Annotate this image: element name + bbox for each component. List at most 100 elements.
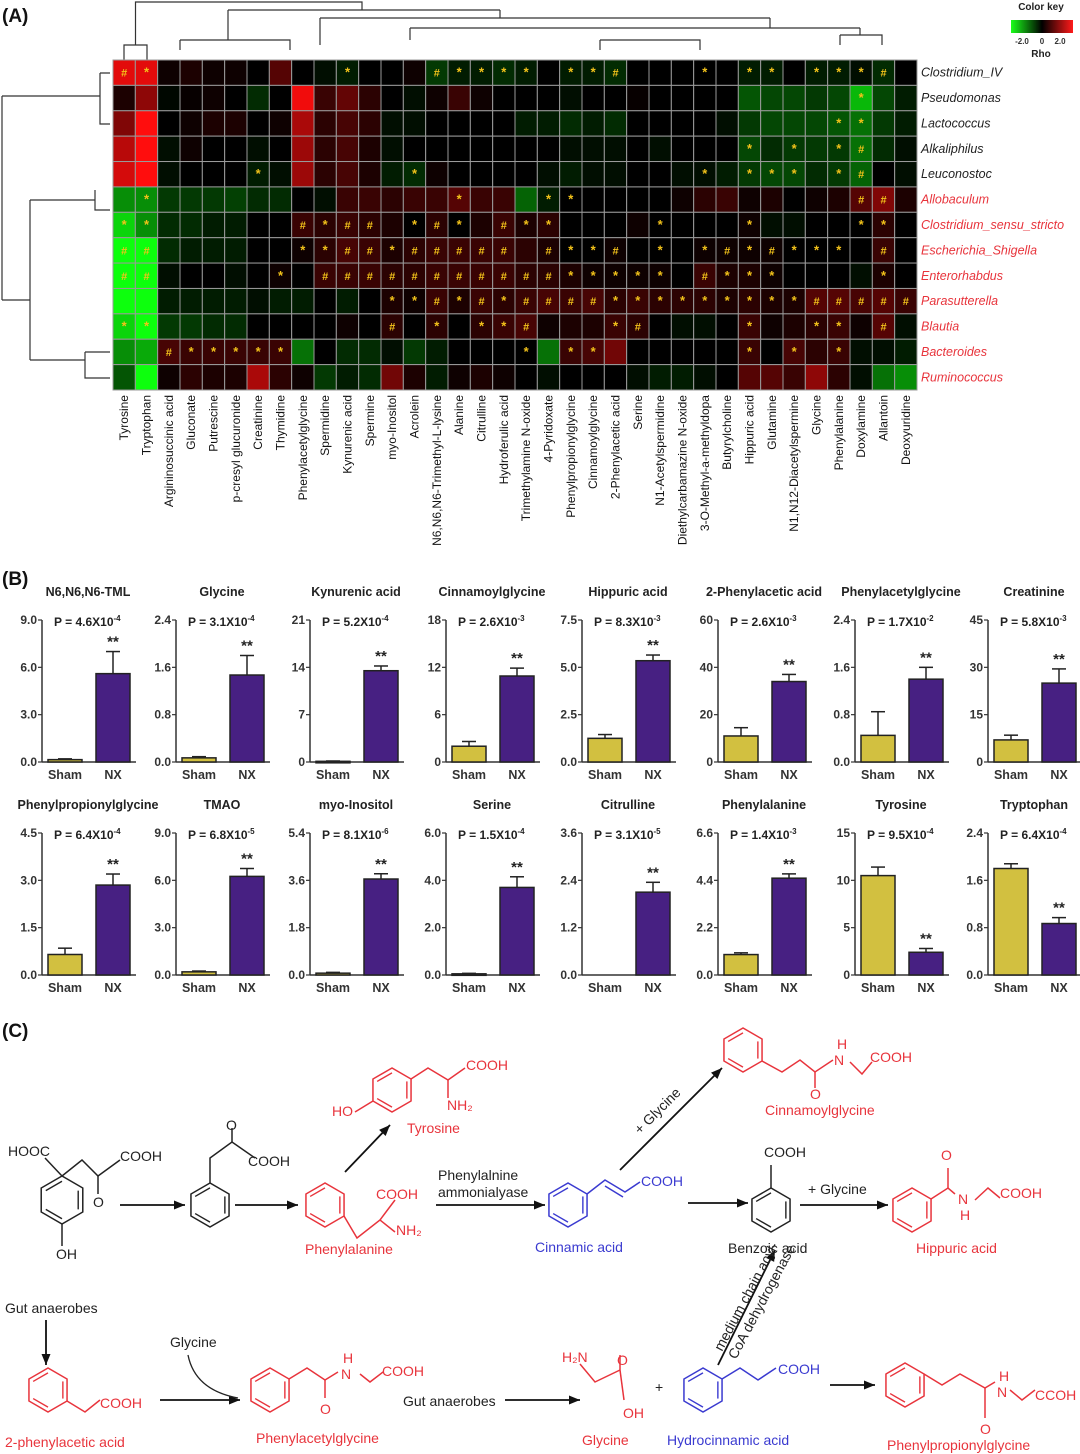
star-marker: * xyxy=(747,65,753,80)
heatmap-cell xyxy=(224,161,248,188)
pathway-label: COOH xyxy=(764,1144,806,1160)
heatmap-cell xyxy=(179,313,203,340)
hash-marker: # xyxy=(456,245,462,257)
hash-marker: # xyxy=(367,271,373,283)
heatmap-cell xyxy=(492,110,516,137)
star-marker: * xyxy=(792,242,798,257)
y-tick-label: 4.4 xyxy=(696,873,713,887)
star-marker: * xyxy=(769,65,775,80)
heatmap-cell xyxy=(648,338,672,366)
heatmap-cell xyxy=(291,262,315,289)
heatmap-cell xyxy=(894,262,918,289)
row-label: Alkaliphilus xyxy=(920,142,984,156)
significance-label: ** xyxy=(107,856,119,873)
y-tick-label: 0.8 xyxy=(154,708,171,722)
pathway-label: O xyxy=(226,1117,237,1133)
heatmap-cell xyxy=(670,262,695,289)
column-label: Gluconate xyxy=(184,395,198,450)
dendrogram xyxy=(1,1,883,379)
heatmap-cell xyxy=(358,313,382,340)
column-label: 3-O-Methyl-a-methyldopa xyxy=(698,395,712,531)
heatmap-cell xyxy=(335,287,360,315)
heatmap-cell xyxy=(380,364,404,391)
heatmap-cell xyxy=(268,364,293,391)
heatmap-cell xyxy=(626,211,650,239)
heatmap-cell xyxy=(670,211,695,239)
heatmap-cell xyxy=(268,237,293,264)
y-tick-label: 1.6 xyxy=(833,660,850,674)
significance-label: ** xyxy=(375,648,387,665)
benzene-ring xyxy=(190,1182,230,1228)
heatmap-cell xyxy=(871,338,896,366)
column-label: p-cresyl glucuronide xyxy=(229,395,243,503)
heatmap-cell xyxy=(224,287,248,315)
heatmap-cell xyxy=(536,313,561,340)
heatmap-cell xyxy=(626,59,650,86)
heatmap-cell xyxy=(559,135,583,163)
y-tick-label: 9.0 xyxy=(20,613,37,627)
hash-marker: # xyxy=(858,144,864,156)
column-label: Trimethylamine N-oxide xyxy=(519,395,533,522)
arrow-head xyxy=(569,1395,580,1405)
heatmap-cell xyxy=(313,84,337,112)
hash-marker: # xyxy=(635,322,641,334)
chart-title: Phenylpropionylglycine xyxy=(18,798,159,812)
heatmap-cell xyxy=(894,313,918,340)
heatmap-cell xyxy=(536,364,561,391)
heatmap-cell xyxy=(134,364,159,391)
heatmap-cell xyxy=(201,211,226,239)
heatmap-cell xyxy=(224,135,248,163)
p-value: P = 5.2X10-4 xyxy=(322,614,389,629)
heatmap-cell xyxy=(246,313,270,340)
column-label: Diethylcarbamazine N-oxide xyxy=(676,395,690,545)
y-tick-label: 1.2 xyxy=(560,921,577,935)
heatmap-cell xyxy=(492,364,516,391)
y-tick-label: 6.6 xyxy=(696,826,713,840)
p-value-text: P = 2.6X10 xyxy=(458,615,518,629)
heatmap-cell xyxy=(112,364,136,391)
pathway-label: COOH xyxy=(778,1361,820,1377)
heatmap-cell xyxy=(715,135,739,163)
heatmap-cell xyxy=(603,364,628,391)
heatmap-cell xyxy=(827,84,851,112)
y-tick-label: 0 xyxy=(843,968,850,982)
bond xyxy=(604,1185,624,1198)
y-tick-label: 2.2 xyxy=(696,921,713,935)
double-bond xyxy=(254,1372,271,1383)
heatmap-cell xyxy=(670,110,695,137)
p-value-exponent: -4 xyxy=(518,827,526,836)
star-marker: * xyxy=(635,268,641,283)
heatmap-cell xyxy=(782,84,806,112)
star-marker: * xyxy=(725,268,731,283)
star-marker: * xyxy=(568,242,574,257)
heatmap: # # # # # # # # # # # # # # # # # # # # # # # # # # # # # # # # # # # # # # # #… xyxy=(112,59,1064,546)
heatmap-cell xyxy=(581,135,605,163)
heatmap-cell xyxy=(559,313,583,340)
heatmap-cell xyxy=(693,110,717,137)
heatmap-cell xyxy=(514,364,538,391)
double-bond xyxy=(889,1367,906,1378)
p-value-exponent: -3 xyxy=(654,614,662,623)
star-marker: * xyxy=(524,344,530,359)
row-label: Bacteroides xyxy=(921,345,987,359)
pathway-label: Phenylalnine xyxy=(438,1167,518,1183)
column-label: Glutamine xyxy=(765,395,779,450)
significance-label: ** xyxy=(107,634,119,651)
star-marker: * xyxy=(568,344,574,359)
category-label: Sham xyxy=(588,981,622,995)
heatmap-cell xyxy=(224,211,248,239)
row-label: Allobaculum xyxy=(920,193,989,207)
y-tick-label: 7.5 xyxy=(560,613,577,627)
panel-label-b: (B) xyxy=(2,569,28,590)
heatmap-cell xyxy=(559,364,583,391)
pathway-label: H₂N xyxy=(562,1349,588,1365)
heatmap-cell xyxy=(559,110,583,137)
p-value-text: P = 2.6X10 xyxy=(730,615,790,629)
category-label: NX xyxy=(780,768,798,782)
heatmap-cell xyxy=(179,84,203,112)
pathway-label: Gut anaerobes xyxy=(403,1393,496,1409)
bond xyxy=(359,1371,384,1383)
y-tick-label: 2.4 xyxy=(154,613,171,627)
heatmap-cell xyxy=(871,364,896,391)
p-value-exponent: -3 xyxy=(790,827,798,836)
